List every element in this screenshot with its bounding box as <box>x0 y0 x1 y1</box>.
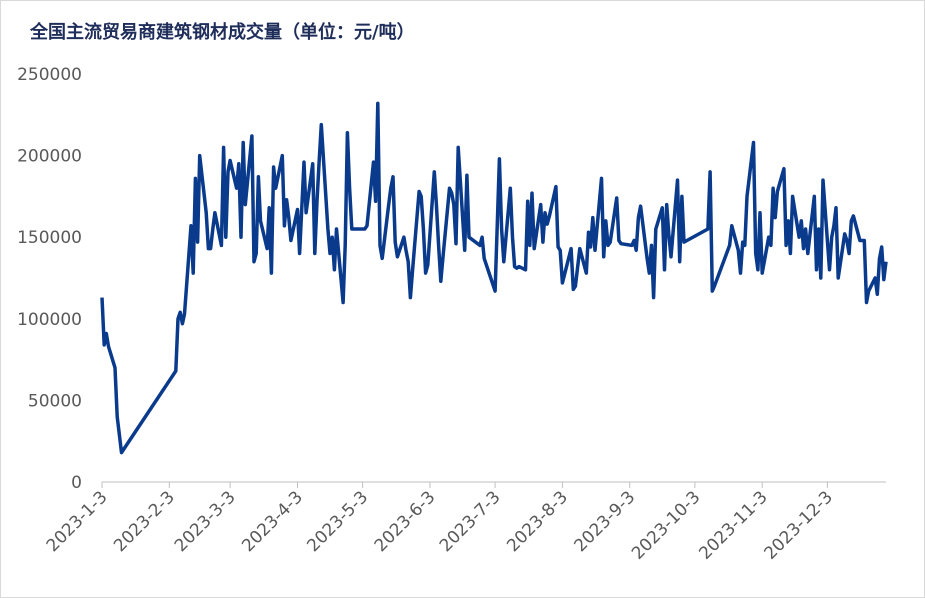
y-tick-label: 250000 <box>17 65 82 85</box>
series-line <box>100 101 888 455</box>
y-tick-label: 100000 <box>17 310 82 330</box>
y-tick-label: 200000 <box>17 147 82 167</box>
y-tick-label: 150000 <box>17 228 82 248</box>
chart-title: 全国主流贸易商建筑钢材成交量（单位：元/吨） <box>29 21 415 43</box>
y-tick-label: 0 <box>71 473 82 493</box>
y-tick-label: 50000 <box>28 391 82 411</box>
